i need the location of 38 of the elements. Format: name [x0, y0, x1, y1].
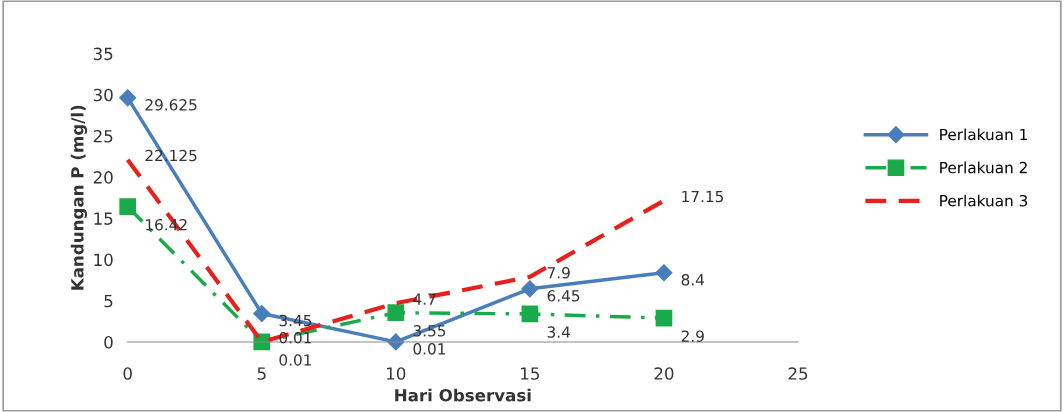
x-tick-label: 10 — [387, 367, 406, 380]
x-tick-label: 5 — [257, 367, 266, 380]
x-tick-label: 15 — [521, 367, 540, 380]
legend-label: Perlakuan 1 — [940, 128, 1027, 141]
x-tick-label: 20 — [654, 367, 674, 380]
point — [119, 89, 137, 107]
point — [387, 304, 405, 322]
y-tick-label: 0 — [104, 335, 113, 349]
x-tick-label: 25 — [788, 367, 808, 380]
point — [655, 264, 673, 282]
data-label: 0.01 — [279, 331, 312, 344]
y-tick-label: 35 — [93, 47, 113, 61]
x-axis-title: Hari Observasi — [395, 388, 531, 402]
data-label: 2.9 — [681, 330, 704, 342]
data-label: 0.01 — [279, 354, 312, 366]
y-tick-label: 10 — [94, 253, 113, 267]
point — [655, 309, 673, 327]
y-tick-label: 30 — [93, 88, 113, 102]
y-tick-label: 20 — [93, 171, 113, 184]
data-label: 4.7 — [413, 293, 436, 305]
data-label: 6.45 — [547, 290, 580, 302]
legend-label: Perlakuan 2 — [940, 161, 1027, 174]
point — [253, 304, 271, 323]
data-label: 0.01 — [413, 343, 446, 355]
x-tick-label: 0 — [123, 367, 132, 380]
point — [119, 198, 137, 215]
y-tick-label: 15 — [94, 212, 113, 225]
data-label: 7.9 — [547, 266, 570, 279]
data-label: 8.4 — [681, 273, 705, 286]
y-axis-title: Kandungan P (mg/l) — [70, 105, 88, 290]
point — [521, 280, 539, 298]
data-label: 29.625 — [145, 99, 197, 111]
legend-label: Perlakuan 3 — [940, 194, 1028, 207]
y-tick-label: 25 — [93, 129, 113, 143]
data-label: 3.4 — [547, 326, 570, 338]
point — [521, 305, 539, 323]
y-tick-label: 5 — [104, 294, 113, 308]
data-label: 17.15 — [682, 190, 724, 203]
